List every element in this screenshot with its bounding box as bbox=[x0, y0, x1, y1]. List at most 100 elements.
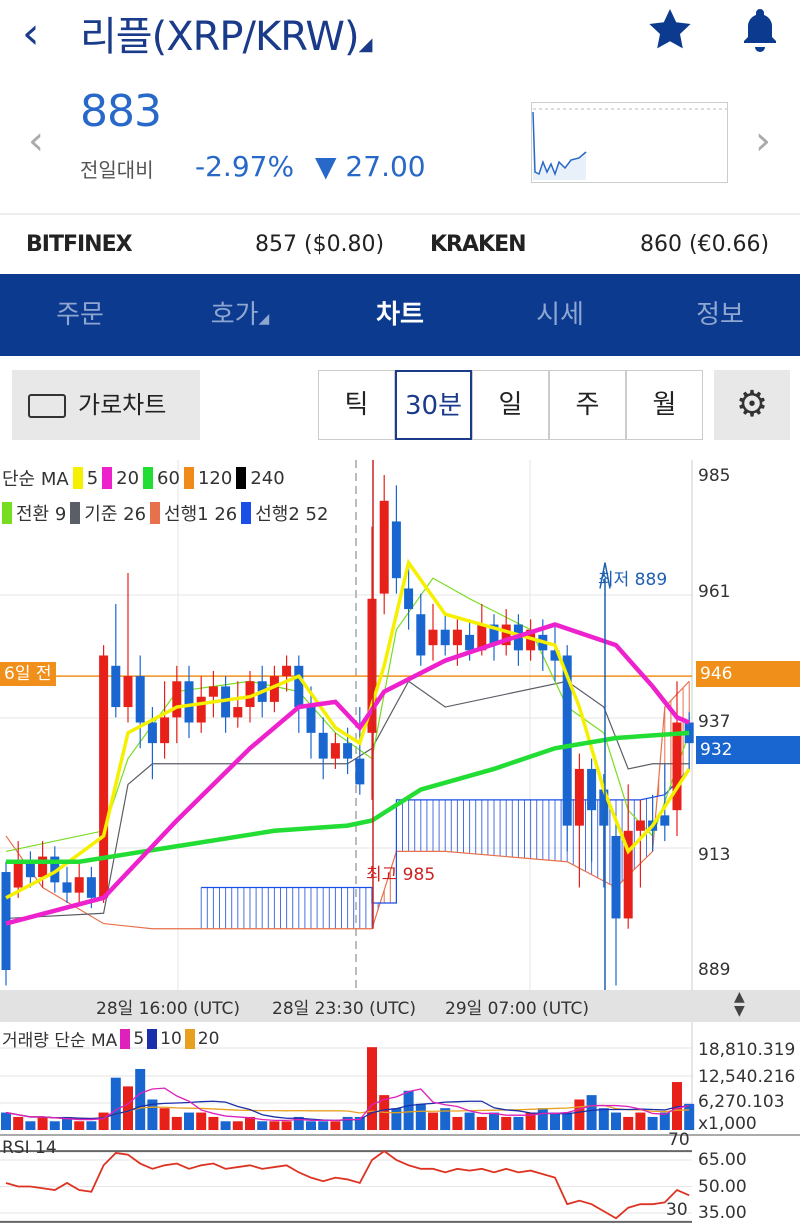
volume-bar bbox=[281, 1121, 292, 1130]
vol-ma20-swatch bbox=[184, 1028, 195, 1049]
volume-bar bbox=[501, 1116, 512, 1130]
tenkan-swatch bbox=[2, 502, 12, 524]
candle-body bbox=[306, 707, 316, 733]
dropdown-triangle-icon: ◢ bbox=[358, 34, 373, 55]
candle-body bbox=[355, 758, 365, 785]
candle-body bbox=[391, 521, 401, 579]
span1-line bbox=[5, 680, 690, 930]
volume-bar bbox=[550, 1112, 560, 1130]
y-tick: 961 bbox=[698, 582, 731, 602]
candle-body bbox=[452, 629, 462, 646]
volume-bar bbox=[659, 1112, 670, 1130]
period-month[interactable]: 월 bbox=[626, 370, 703, 440]
volume-bar bbox=[525, 1112, 536, 1130]
volume-bar bbox=[293, 1116, 304, 1130]
volume-bar bbox=[330, 1121, 341, 1130]
candle-body bbox=[489, 624, 499, 646]
period-day[interactable]: 일 bbox=[472, 370, 549, 440]
rsi-level: 30 bbox=[666, 1200, 688, 1220]
volume-bar bbox=[428, 1112, 438, 1130]
back-button[interactable]: ‹ bbox=[22, 8, 40, 59]
y-tick: 913 bbox=[698, 845, 731, 865]
x-label: 28일 23:30 (UTC) bbox=[272, 999, 417, 1019]
volume-bar bbox=[306, 1121, 316, 1130]
landscape-chart-button[interactable]: 가로차트 bbox=[12, 370, 200, 440]
volume-bar bbox=[184, 1112, 194, 1130]
candle-body bbox=[282, 665, 292, 677]
vol-ma10-swatch bbox=[147, 1028, 158, 1049]
low-annotation: 최저 889 bbox=[598, 570, 668, 590]
tab-info[interactable]: 정보 bbox=[696, 300, 744, 330]
candle-body bbox=[269, 676, 279, 702]
candle-body bbox=[13, 861, 23, 888]
volume-bar bbox=[245, 1116, 255, 1130]
landscape-icon bbox=[28, 394, 66, 418]
candle-body bbox=[184, 681, 194, 723]
rsi-tick: 65.00 bbox=[698, 1150, 747, 1170]
bell-icon[interactable] bbox=[736, 4, 784, 54]
tab-chart[interactable]: 차트 bbox=[376, 300, 424, 330]
price-chart[interactable] bbox=[0, 455, 800, 1227]
candle-body bbox=[367, 598, 377, 733]
volume-bar bbox=[452, 1116, 463, 1130]
candle-body bbox=[660, 815, 670, 826]
period-30min[interactable]: 30분 bbox=[395, 370, 472, 440]
high-annotation: 최고 985 bbox=[366, 865, 436, 885]
tab-orderbook[interactable]: 호가◢ bbox=[210, 300, 270, 330]
ma5-line bbox=[5, 558, 691, 900]
next-coin-arrow[interactable]: › bbox=[755, 118, 771, 164]
volume-bar bbox=[562, 1112, 573, 1130]
candle-body bbox=[465, 634, 475, 651]
tab-market[interactable]: 시세 bbox=[536, 300, 584, 330]
candle-body bbox=[501, 624, 511, 646]
ma20-swatch bbox=[102, 467, 113, 489]
candle-body bbox=[294, 665, 304, 708]
candle-body bbox=[379, 500, 389, 594]
volume-bar bbox=[98, 1112, 109, 1130]
resize-handle[interactable]: ▲ ▼ bbox=[734, 990, 745, 1018]
exchange-price-kraken: 860 (€0.66) bbox=[640, 232, 770, 257]
page-title[interactable]: 리플(XRP/KRW)◢ bbox=[80, 14, 373, 60]
mini-chart[interactable] bbox=[531, 102, 729, 184]
volume-bar bbox=[49, 1121, 60, 1130]
tab-order[interactable]: 주문 bbox=[56, 300, 104, 330]
candle-body bbox=[623, 830, 633, 919]
star-icon[interactable] bbox=[645, 6, 695, 54]
volume-tick: 12,540.216 bbox=[698, 1067, 796, 1087]
arrow-head bbox=[599, 562, 611, 589]
volume-bar bbox=[159, 1108, 170, 1130]
candle-body bbox=[684, 722, 694, 744]
candle-body bbox=[635, 820, 645, 831]
change-label: 전일대비 bbox=[80, 158, 154, 182]
candle-body bbox=[672, 722, 682, 811]
volume-bar bbox=[318, 1121, 329, 1130]
period-tick[interactable]: 틱 bbox=[318, 370, 395, 440]
rsi-tick: 50.00 bbox=[698, 1177, 747, 1197]
candle-body bbox=[343, 743, 353, 759]
candle-body bbox=[330, 743, 340, 759]
prev-coin-arrow[interactable]: ‹ bbox=[28, 118, 44, 164]
volume-bar bbox=[672, 1082, 682, 1130]
period-week[interactable]: 주 bbox=[549, 370, 626, 440]
time-axis bbox=[0, 990, 800, 1022]
volume-bar bbox=[135, 1068, 146, 1130]
volume-bar bbox=[147, 1099, 158, 1130]
ma240-swatch bbox=[236, 467, 247, 489]
candle-body bbox=[50, 856, 60, 883]
settings-button[interactable]: ⚙ bbox=[714, 370, 790, 440]
volume-bar bbox=[208, 1116, 219, 1130]
volume-bar bbox=[537, 1108, 548, 1130]
rsi-level: 70 bbox=[668, 1130, 690, 1150]
volume-bar bbox=[391, 1108, 402, 1130]
volume-bar bbox=[623, 1116, 634, 1130]
volume-bar bbox=[513, 1116, 524, 1130]
ma20-line bbox=[5, 622, 691, 926]
ma60-swatch bbox=[143, 467, 154, 489]
ma120-swatch bbox=[183, 467, 194, 489]
volume-legend: 거래량 단순 MA 5 10 20 bbox=[2, 1028, 220, 1051]
period-selector: 틱 30분 일 주 월 bbox=[318, 370, 703, 440]
volume-bar bbox=[232, 1121, 243, 1130]
kijun-line bbox=[5, 680, 690, 920]
candle-body bbox=[611, 835, 621, 919]
volume-bar bbox=[171, 1116, 182, 1130]
